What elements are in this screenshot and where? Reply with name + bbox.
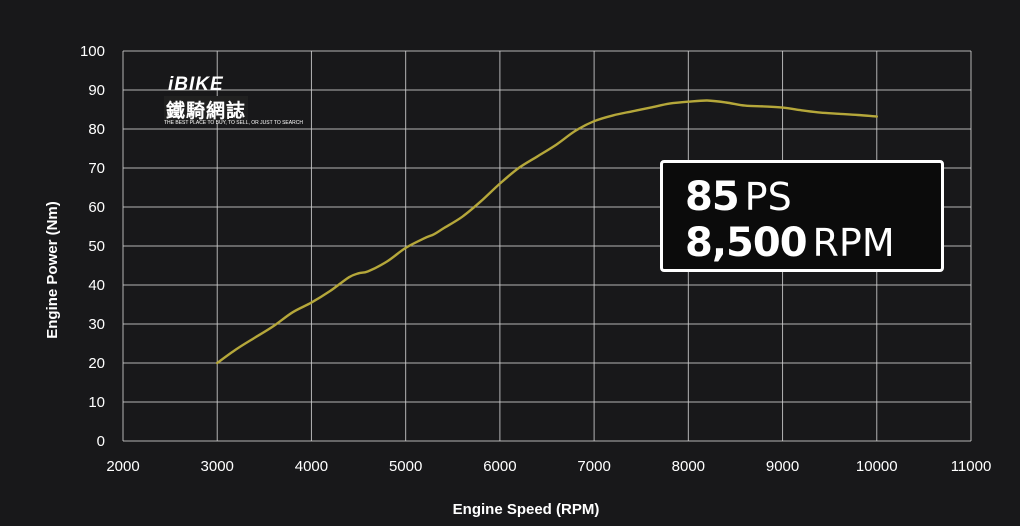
power-curve-line [216,99,878,365]
x-tick-label: 9000 [766,458,799,475]
y-tick-label: 30 [88,316,105,333]
logo-main-text: iBIKE [168,74,224,95]
x-tick-label: 3000 [201,458,234,475]
y-tick-label: 20 [88,355,105,372]
peak-power-callout: 85 PS 8,500 RPM [660,160,944,272]
x-tick-label: 8000 [672,458,705,475]
x-tick-label: 4000 [295,458,328,475]
y-tick-label: 0 [97,433,105,450]
power-unit: PS [744,175,792,219]
y-tick-label: 80 [88,121,105,138]
logo-tagline: THE BEST PLACE TO BUY, TO SELL, OR JUST … [164,120,303,126]
y-tick-label: 10 [88,394,105,411]
y-tick-label: 100 [80,43,105,60]
callout-power-line: 85 PS [685,177,792,217]
rpm-value: 8,500 [685,220,808,266]
x-tick-label: 11000 [951,458,992,475]
x-tick-label: 7000 [577,458,610,475]
y-tick-label: 40 [88,277,105,294]
y-tick-label: 90 [88,82,105,99]
y-tick-label: 60 [88,199,105,216]
logo-sub-text: 鐵騎網誌 [164,96,249,123]
x-axis-ticks: 2000 3000 4000 5000 6000 7000 8000 9000 10000 110… [106,458,991,475]
rpm-unit: RPM [812,221,895,265]
x-tick-label: 2000 [106,458,139,475]
x-tick-label: 10000 [856,458,898,475]
y-axis-title: Engine Power (Nm) [44,201,61,339]
y-tick-label: 70 [88,160,105,177]
x-axis-title: Engine Speed (RPM) [453,501,600,518]
ibike-logo: iBIKE 鐵騎網誌 THE BEST PLACE TO BUY, TO SEL… [162,74,303,128]
y-axis-ticks: 0 10 20 30 40 50 60 70 80 90 100 [80,43,105,450]
x-tick-label: 6000 [483,458,516,475]
power-value: 85 [685,174,740,220]
y-tick-label: 50 [88,238,105,255]
callout-rpm-line: 8,500 RPM [685,223,895,263]
x-tick-label: 5000 [389,458,422,475]
